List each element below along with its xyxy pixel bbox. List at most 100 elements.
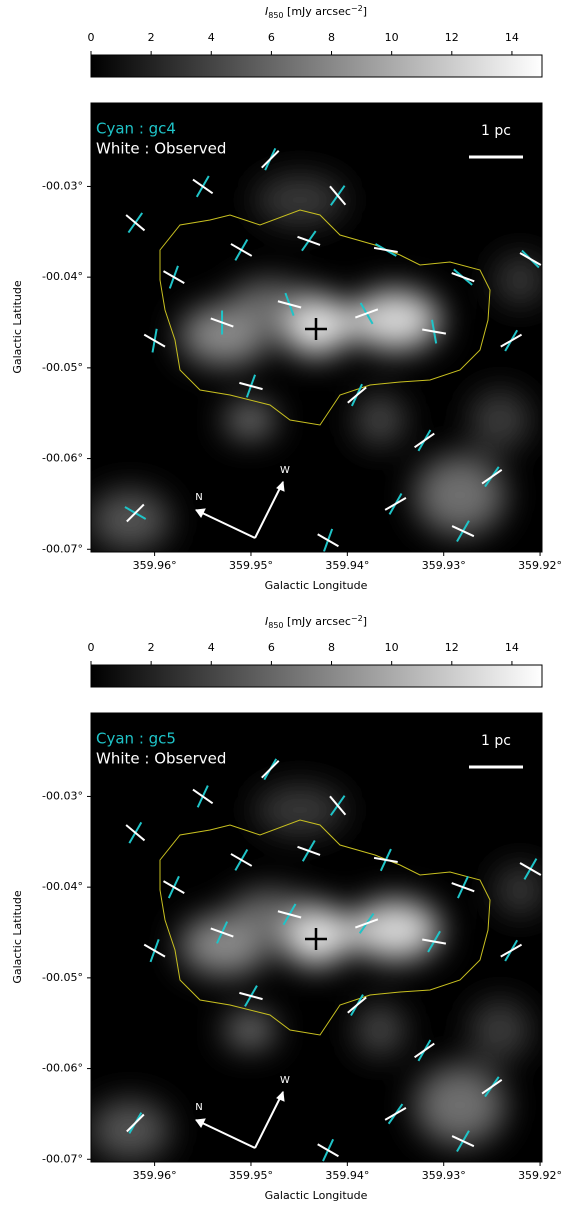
polarization-vector [384, 497, 407, 511]
intensity-blob [230, 890, 310, 930]
legend-entry: Cyan : gc5 [96, 730, 176, 748]
colorbar-label: I850 [mJy arcsec−2] [265, 614, 367, 630]
intensity-blob [230, 280, 310, 320]
polarization-vector [481, 469, 503, 485]
polarization-vector [210, 317, 234, 328]
y-tick-label: -00.06° [42, 1062, 83, 1075]
x-axis-label: Galactic Longitude [265, 579, 368, 592]
polarization-vector [373, 856, 398, 864]
contour [159, 819, 491, 1036]
intensity-blob [255, 785, 345, 835]
colorbar-tick-label: 12 [445, 641, 459, 654]
polarization-vector [277, 910, 302, 919]
polarization-vector [297, 845, 321, 856]
colorbar-tick-label: 14 [505, 641, 519, 654]
scale-label: 1 pc [481, 123, 511, 139]
polarization-vector [317, 533, 339, 548]
polarization-vector [192, 788, 214, 805]
polarization-vector [451, 882, 475, 893]
intensity-blob [415, 455, 505, 535]
x-tick-label: 359.92° [518, 1169, 562, 1182]
axes-frame [90, 712, 543, 1163]
legend-entry: White : Observed [96, 750, 226, 768]
polarization-vector [414, 1042, 435, 1059]
polarization-vector [277, 300, 302, 309]
colorbar-label-part: I [265, 5, 268, 18]
y-tick-label: -00.04° [42, 880, 83, 893]
colorbar-label-part: −2 [351, 614, 363, 623]
colorbar [90, 664, 543, 688]
x-tick-label: 359.94° [325, 559, 369, 572]
colorbar-tick-label: 0 [88, 31, 95, 44]
x-tick-label: 359.93° [422, 1169, 466, 1182]
compass-label: W [280, 465, 290, 476]
legend-entry: White : Observed [96, 140, 226, 158]
y-axis-label: Galactic Latitude [11, 890, 24, 984]
polarization-vector [451, 272, 475, 283]
legend-entry: Cyan : gc4 [96, 120, 176, 138]
polarization-vector [230, 243, 253, 257]
colorbar-label-part: [mJy arcsec [284, 615, 351, 628]
intensity-blob [350, 900, 440, 960]
x-tick-label: 359.93° [422, 559, 466, 572]
polarization-vector [230, 853, 253, 867]
polarization-vector [126, 503, 145, 523]
intensity-blob [495, 255, 542, 305]
polarization-vector [162, 270, 185, 285]
polarization-vector [329, 185, 347, 206]
panel: I850 [mJy arcsec−2] 0 2 4 6 8 10 12 14 Cyan : gc4… [11, 4, 562, 593]
polarization-vector [384, 1107, 407, 1121]
polarization-vector [261, 760, 280, 779]
colorbar-label-part: [mJy arcsec [284, 5, 351, 18]
polarization-vector [239, 381, 263, 391]
intensity-blob [415, 1065, 505, 1145]
polarization-vector [210, 927, 234, 938]
intensity-blob [91, 1100, 170, 1160]
colorbar-label-part: ] [363, 5, 367, 18]
polarization-vector [162, 880, 185, 895]
colorbar-tick-label: 8 [328, 641, 335, 654]
colorbar-tick-label: 4 [208, 641, 215, 654]
intensity-blob [355, 395, 405, 445]
polarization-vector [354, 918, 379, 929]
source-marker [305, 928, 327, 950]
polarization-vector [347, 386, 367, 404]
intensity-blob [350, 290, 440, 350]
polarization-vector [125, 214, 146, 232]
y-tick-label: -00.05° [42, 361, 83, 374]
intensity-blob [225, 402, 275, 438]
compass-label: N [195, 1102, 202, 1113]
intensity-blob [91, 490, 170, 550]
compass-heads [195, 1090, 285, 1128]
y-tick-label: -00.05° [42, 971, 83, 984]
x-axis-label: Galactic Longitude [265, 1189, 368, 1202]
colorbar-tick-label: 4 [208, 31, 215, 44]
polarization-vector [347, 996, 367, 1014]
colorbar-tick-label: 2 [148, 641, 155, 654]
source-marker [305, 318, 327, 340]
colorbar-tick-label: 0 [88, 641, 95, 654]
vectors [125, 758, 542, 1162]
colorbar-label-part: ] [363, 615, 367, 628]
x-tick-label: 359.92° [518, 559, 562, 572]
colorbar-label: I850 [mJy arcsec−2] [265, 4, 367, 20]
intensity-blob [470, 390, 530, 450]
compass-heads [195, 480, 285, 518]
x-tick-label: 359.95° [229, 559, 273, 572]
polarization-vector [414, 432, 435, 449]
contour [159, 209, 491, 426]
colorbar-tick-label: 6 [268, 641, 275, 654]
polarization-vector [500, 333, 523, 348]
polarization-vector [481, 1079, 503, 1095]
colorbar [90, 54, 543, 78]
x-tick-label: 359.95° [229, 1169, 273, 1182]
polarization-vector [143, 943, 166, 958]
polarization-vector [143, 333, 166, 348]
intensity-blob [180, 915, 270, 975]
polarization-vector [297, 235, 321, 246]
intensity-map [91, 785, 542, 1160]
y-tick-label: -00.07° [42, 1152, 83, 1165]
panel: I850 [mJy arcsec−2] 0 2 4 6 8 10 12 14 Cyan : gc5… [11, 614, 562, 1203]
polarization-vector [500, 943, 523, 958]
